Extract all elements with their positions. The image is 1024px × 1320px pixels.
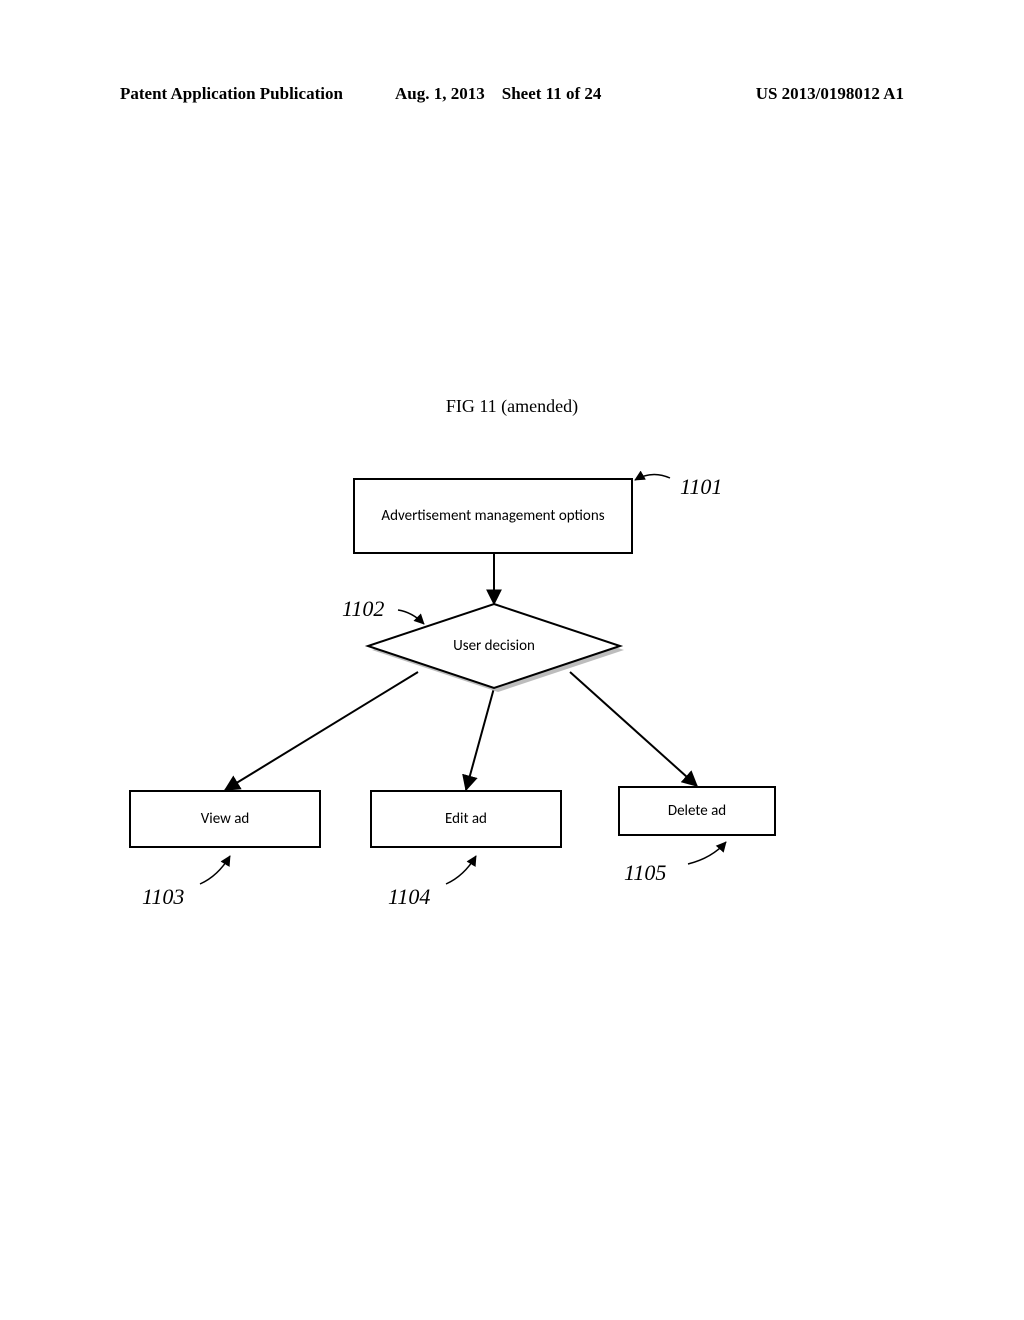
node-label: Edit ad [445, 810, 487, 828]
node-label: View ad [201, 810, 250, 828]
node-edit-ad: Edit ad [370, 790, 562, 848]
ref-1101: 1101 [680, 474, 722, 500]
patent-page: Patent Application Publication Aug. 1, 2… [0, 0, 1024, 1320]
ref-1104: 1104 [388, 884, 430, 910]
node-view-ad: View ad [129, 790, 321, 848]
node-label: Advertisement management options [381, 507, 604, 525]
ref-1103: 1103 [142, 884, 184, 910]
node-ad-management-options: Advertisement management options [353, 478, 633, 554]
ref-1105: 1105 [624, 860, 666, 886]
node-label: User decision [453, 637, 535, 655]
node-delete-ad: Delete ad [618, 786, 776, 836]
node-user-decision-label: User decision [368, 604, 620, 688]
node-label: Delete ad [668, 802, 726, 820]
